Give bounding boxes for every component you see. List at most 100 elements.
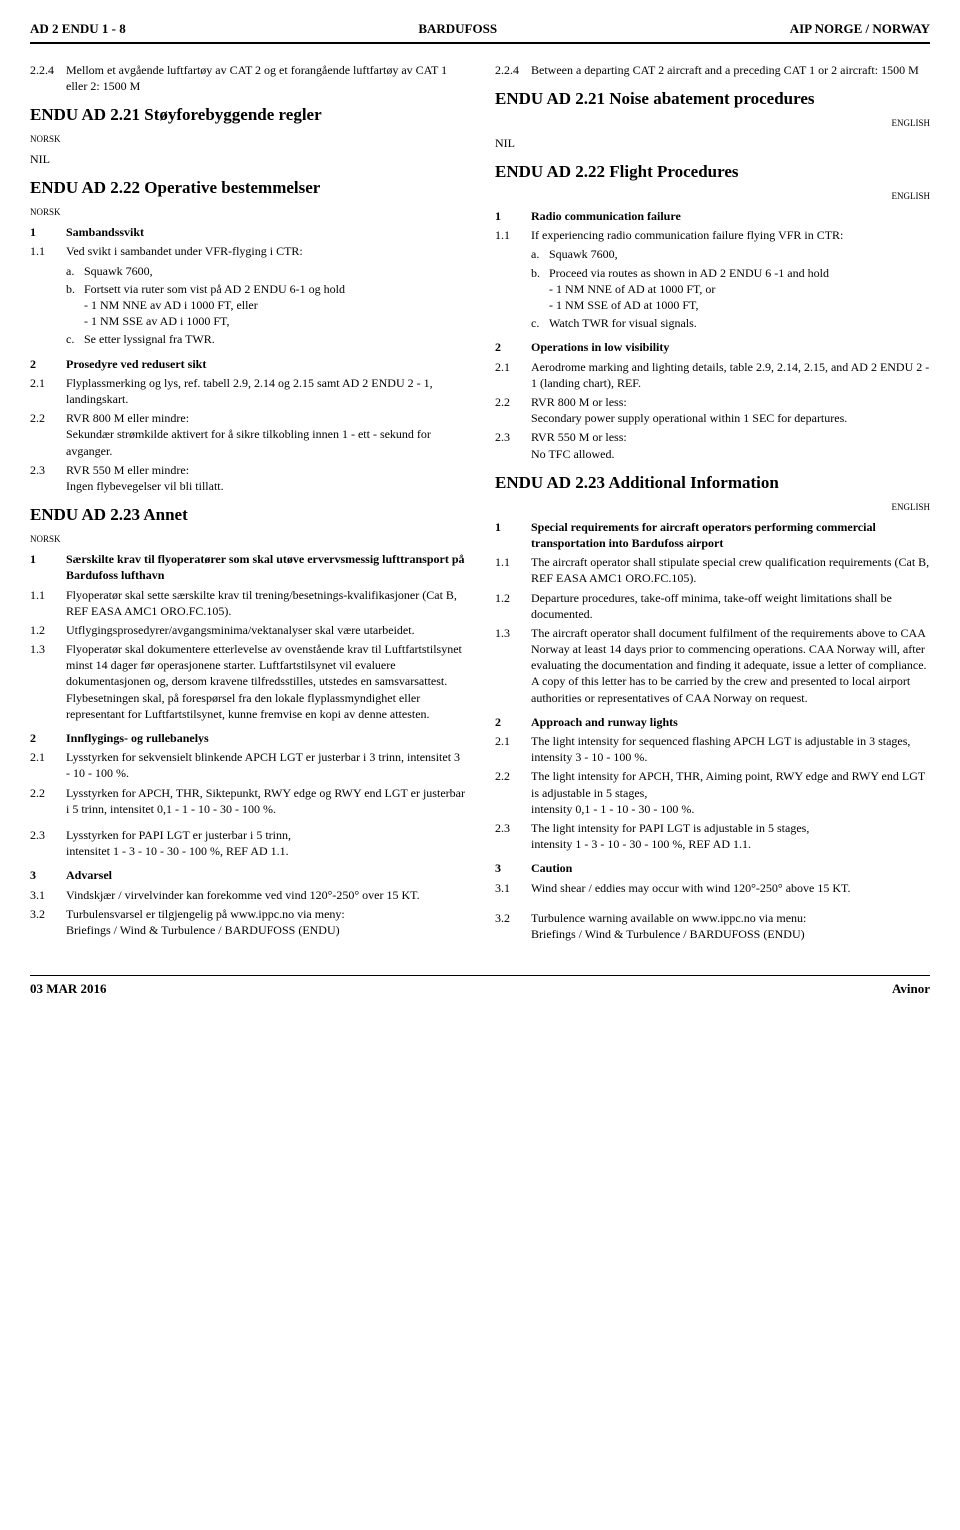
num: 2.1: [30, 749, 66, 781]
text: Sambandssvikt: [66, 224, 465, 240]
text: Special requirements for aircraft operat…: [531, 519, 930, 551]
sub-b-no: b. Fortsett via ruter som vist på AD 2 E…: [66, 281, 465, 330]
item-1-3b-en: 1.3 The aircraft operator shall document…: [495, 625, 930, 706]
section-2-21-title-en: ENDU AD 2.21 Noise abatement procedures: [495, 88, 930, 111]
num: 1.1: [495, 554, 531, 586]
heading-3b-no: 3 Advarsel: [30, 867, 465, 883]
section-2-21-title-no: ENDU AD 2.21 Støyforebyggende regler: [30, 104, 465, 127]
item-1-1-en: 1.1 If experiencing radio communication …: [495, 227, 930, 243]
item-2-1-en: 2.1 Aerodrome marking and lighting detai…: [495, 359, 930, 391]
num: 3.2: [30, 906, 66, 938]
text: The light intensity for PAPI LGT is adju…: [531, 820, 930, 852]
text: The aircraft operator shall stipulate sp…: [531, 554, 930, 586]
letter: a.: [531, 246, 549, 262]
text: Caution: [531, 860, 930, 876]
num: 2.2: [495, 768, 531, 817]
text: Advarsel: [66, 867, 465, 883]
item-2-2b-en: 2.2 The light intensity for APCH, THR, A…: [495, 768, 930, 817]
text: Lysstyrken for PAPI LGT er justerbar i 5…: [66, 827, 465, 859]
heading-2-no: 2 Prosedyre ved redusert sikt: [30, 356, 465, 372]
text: Squawk 7600,: [84, 263, 465, 279]
sub-c-en: c. Watch TWR for visual signals.: [531, 315, 930, 331]
num: 2: [30, 730, 66, 746]
num: 1: [495, 519, 531, 551]
num: 1.1: [495, 227, 531, 243]
num: 1.1: [30, 243, 66, 259]
num: 1.3: [30, 641, 66, 722]
text: Mellom et avgående luftfartøy av CAT 2 o…: [66, 62, 465, 94]
text: Turbulence warning available on www.ippc…: [531, 910, 930, 942]
num: 3.1: [495, 880, 531, 896]
item-2-3-no: 2.3 RVR 550 M eller mindre: Ingen flybev…: [30, 462, 465, 494]
page-footer: 03 MAR 2016 Avinor: [30, 980, 930, 998]
num: 2.2: [495, 394, 531, 426]
num: 2.3: [30, 827, 66, 859]
num: 2.2: [30, 410, 66, 459]
letter: a.: [66, 263, 84, 279]
text: Watch TWR for visual signals.: [549, 315, 930, 331]
num: 1: [30, 551, 66, 583]
text: Departure procedures, take-off minima, t…: [531, 590, 930, 622]
footer-publisher: Avinor: [892, 980, 930, 998]
num: 2: [495, 714, 531, 730]
text: Between a departing CAT 2 aircraft and a…: [531, 62, 930, 78]
letter: c.: [66, 331, 84, 347]
text: Flyplassmerking og lys, ref. tabell 2.9,…: [66, 375, 465, 407]
item-1-2b-en: 1.2 Departure procedures, take-off minim…: [495, 590, 930, 622]
letter: b.: [66, 281, 84, 330]
text: The aircraft operator shall document ful…: [531, 625, 930, 706]
item-2-3b-no: 2.3 Lysstyrken for PAPI LGT er justerbar…: [30, 827, 465, 859]
num: 1: [30, 224, 66, 240]
num: 2.3: [495, 429, 531, 461]
lang-label-norsk: NORSK: [30, 533, 465, 545]
num: 3: [495, 860, 531, 876]
text: Operations in low visibility: [531, 339, 930, 355]
section-2-22-title-en: ENDU AD 2.22 Flight Procedures: [495, 161, 930, 184]
heading-2-en: 2 Operations in low visibility: [495, 339, 930, 355]
section-2-22-title-no: ENDU AD 2.22 Operative bestemmelser: [30, 177, 465, 200]
heading-2b-en: 2 Approach and runway lights: [495, 714, 930, 730]
sub-a-no: a. Squawk 7600,: [66, 263, 465, 279]
num: 1.3: [495, 625, 531, 706]
item-2-2-en: 2.2 RVR 800 M or less: Secondary power s…: [495, 394, 930, 426]
text: Fortsett via ruter som vist på AD 2 ENDU…: [84, 281, 465, 330]
item-2-2b-no: 2.2 Lysstyrken for APCH, THR, Siktepunkt…: [30, 785, 465, 817]
item-2-3b-en: 2.3 The light intensity for PAPI LGT is …: [495, 820, 930, 852]
text: RVR 800 M eller mindre: Sekundær strømki…: [66, 410, 465, 459]
header-left: AD 2 ENDU 1 - 8: [30, 20, 126, 38]
heading-1-en: 1 Radio communication failure: [495, 208, 930, 224]
num: 1.2: [495, 590, 531, 622]
heading-3b-en: 3 Caution: [495, 860, 930, 876]
text: The light intensity for sequenced flashi…: [531, 733, 930, 765]
letter: c.: [531, 315, 549, 331]
num: 2.3: [495, 820, 531, 852]
text: Radio communication failure: [531, 208, 930, 224]
heading-2b-no: 2 Innflygings- og rullebanelys: [30, 730, 465, 746]
sub-b-en: b. Proceed via routes as shown in AD 2 E…: [531, 265, 930, 314]
num: 2.1: [495, 733, 531, 765]
text: Utflygingsprosedyrer/avgangsminima/vekta…: [66, 622, 465, 638]
item-1-1-no: 1.1 Ved svikt i sambandet under VFR-flyg…: [30, 243, 465, 259]
text: Flyoperatør skal sette særskilte krav ti…: [66, 587, 465, 619]
footer-rule: [30, 975, 930, 976]
left-column-norsk: 2.2.4 Mellom et avgående luftfartøy av C…: [30, 62, 465, 946]
num: 2.2.4: [495, 62, 531, 78]
item-2-2-4-no: 2.2.4 Mellom et avgående luftfartøy av C…: [30, 62, 465, 94]
nil-no: NIL: [30, 151, 465, 167]
header-rule: [30, 42, 930, 44]
section-2-23-title-no: ENDU AD 2.23 Annet: [30, 504, 465, 527]
text: Prosedyre ved redusert sikt: [66, 356, 465, 372]
text: RVR 550 M eller mindre: Ingen flybevegel…: [66, 462, 465, 494]
item-3-2b-en: 3.2 Turbulence warning available on www.…: [495, 910, 930, 942]
text: Flyoperatør skal dokumentere etterlevels…: [66, 641, 465, 722]
num: 1: [495, 208, 531, 224]
nil-en: NIL: [495, 135, 930, 151]
item-2-1b-en: 2.1 The light intensity for sequenced fl…: [495, 733, 930, 765]
num: 2: [495, 339, 531, 355]
text: The light intensity for APCH, THR, Aimin…: [531, 768, 930, 817]
two-column-body: 2.2.4 Mellom et avgående luftfartøy av C…: [30, 62, 930, 946]
item-2-2-no: 2.2 RVR 800 M eller mindre: Sekundær str…: [30, 410, 465, 459]
letter: b.: [531, 265, 549, 314]
num: 2.1: [495, 359, 531, 391]
lang-label-norsk: NORSK: [30, 206, 465, 218]
